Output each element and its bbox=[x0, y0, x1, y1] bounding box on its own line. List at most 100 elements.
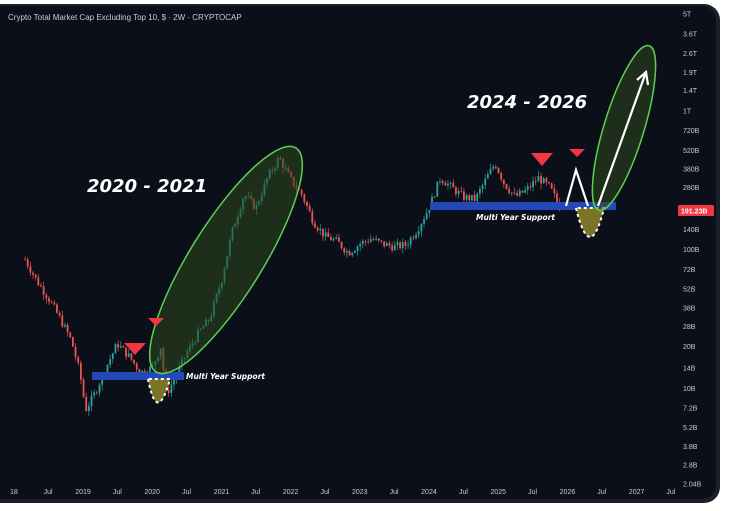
y-tick-label: 10B bbox=[683, 386, 696, 393]
y-tick-label: 1.9T bbox=[683, 70, 698, 77]
candle-body bbox=[510, 192, 513, 194]
candle-body bbox=[473, 195, 476, 201]
candle-body bbox=[484, 178, 487, 186]
y-tick-label: 3.8B bbox=[683, 444, 698, 451]
x-tick-label: Jul bbox=[666, 489, 675, 496]
x-tick-label: Jul bbox=[390, 489, 399, 496]
projection-path bbox=[564, 166, 590, 207]
candle-body bbox=[396, 242, 399, 245]
y-tick-label: 7.2B bbox=[683, 406, 698, 413]
candle-body bbox=[40, 285, 42, 287]
dip-2026 bbox=[574, 207, 606, 238]
candle-body bbox=[550, 183, 553, 189]
candle-body bbox=[335, 237, 338, 239]
candle-body bbox=[93, 392, 96, 396]
candle-body bbox=[468, 195, 471, 201]
candle-body bbox=[133, 359, 135, 364]
candle-body bbox=[425, 212, 428, 220]
candle-body bbox=[508, 189, 511, 193]
y-tick-label: 72B bbox=[683, 267, 696, 274]
candle-body bbox=[300, 189, 303, 195]
y-tick-label: 2.6T bbox=[683, 51, 698, 58]
candle-body bbox=[53, 302, 56, 305]
x-tick-label: 2022 bbox=[283, 489, 299, 496]
candle-body bbox=[316, 227, 319, 231]
candle-body bbox=[465, 195, 468, 200]
candle-body bbox=[72, 337, 74, 347]
candle-body bbox=[532, 181, 534, 188]
candle-body bbox=[82, 379, 85, 397]
candle-body bbox=[173, 379, 175, 385]
candle-body bbox=[518, 190, 521, 196]
current-price-label: 191.23B bbox=[681, 209, 707, 216]
candle-body bbox=[452, 182, 455, 188]
candle-body bbox=[380, 240, 383, 242]
candle-body bbox=[87, 406, 90, 412]
candle-body bbox=[439, 180, 441, 182]
candle-body bbox=[58, 312, 61, 316]
candle-body bbox=[106, 364, 109, 375]
candle-body bbox=[433, 196, 436, 198]
candle-body bbox=[553, 188, 556, 194]
annotation-layer: 2020 - 2021 2024 - 2026 Multi Year Suppo… bbox=[87, 44, 657, 404]
candle-body bbox=[64, 324, 66, 327]
candle-body bbox=[486, 174, 489, 179]
candle-body bbox=[377, 238, 380, 241]
candle-body bbox=[399, 242, 401, 249]
candle-body bbox=[476, 193, 479, 201]
candle-body bbox=[524, 189, 527, 193]
candle-body bbox=[407, 244, 409, 246]
y-tick-label: 5T bbox=[683, 12, 692, 19]
candle-body bbox=[463, 191, 465, 200]
y-tick-label: 38B bbox=[683, 305, 696, 312]
candle-body bbox=[149, 366, 151, 375]
candle-body bbox=[56, 304, 58, 313]
x-tick-label: 2024 bbox=[421, 489, 437, 496]
x-tick-label: 2026 bbox=[560, 489, 576, 496]
candle-body bbox=[34, 274, 37, 278]
candle-body bbox=[95, 392, 98, 394]
candle-body bbox=[460, 190, 463, 192]
projection-arrowhead bbox=[636, 69, 650, 86]
y-tick-label: 720B bbox=[683, 128, 700, 135]
x-tick-label: Jul bbox=[251, 489, 260, 496]
candle-body bbox=[66, 324, 69, 333]
candle-body bbox=[356, 246, 359, 251]
candle-body bbox=[412, 237, 415, 239]
candle-body bbox=[340, 241, 343, 249]
candle-body bbox=[383, 241, 386, 247]
candle-body bbox=[353, 250, 356, 253]
y-tick-label: 1.4T bbox=[683, 88, 698, 95]
candle-body bbox=[441, 180, 444, 183]
x-axis: 18 Jul 2019 Jul 2020 Jul 2021 Jul 2022 Jul 2023 Jul… bbox=[10, 489, 676, 496]
chart-title: Crypto Total Market Cap Excluding Top 10… bbox=[8, 13, 242, 22]
y-axis: 5T3.6T2.6T1.9T1.4T1T720B520B380B280B200B… bbox=[683, 12, 702, 489]
x-tick-label: Jul bbox=[182, 489, 191, 496]
candle-body bbox=[415, 234, 417, 239]
candle-body bbox=[308, 205, 311, 212]
candle-body bbox=[401, 242, 404, 249]
projection-arrow bbox=[596, 71, 648, 207]
current-price-tag bbox=[678, 205, 714, 216]
candle-body bbox=[114, 344, 117, 354]
x-tick-label: 2020 bbox=[144, 489, 160, 496]
candle-body bbox=[423, 219, 425, 225]
y-tick-label: 2.8B bbox=[683, 462, 698, 469]
candle-body bbox=[178, 365, 181, 375]
candle-body bbox=[447, 183, 449, 186]
candle-body bbox=[138, 369, 141, 374]
x-tick-label: Jul bbox=[459, 489, 468, 496]
candle-body bbox=[542, 178, 545, 184]
candle-body bbox=[361, 240, 364, 245]
support-label-2020: Multi Year Support bbox=[186, 372, 265, 381]
candle-body bbox=[111, 353, 114, 360]
candle-body bbox=[50, 301, 53, 303]
candle-body bbox=[516, 193, 519, 196]
candle-body bbox=[330, 236, 332, 241]
y-tick-label: 52B bbox=[683, 286, 696, 293]
candle-body bbox=[324, 232, 327, 237]
candle-body bbox=[322, 228, 324, 237]
candle-body bbox=[404, 242, 407, 246]
candle-body bbox=[170, 384, 173, 394]
candle-body bbox=[526, 186, 529, 190]
